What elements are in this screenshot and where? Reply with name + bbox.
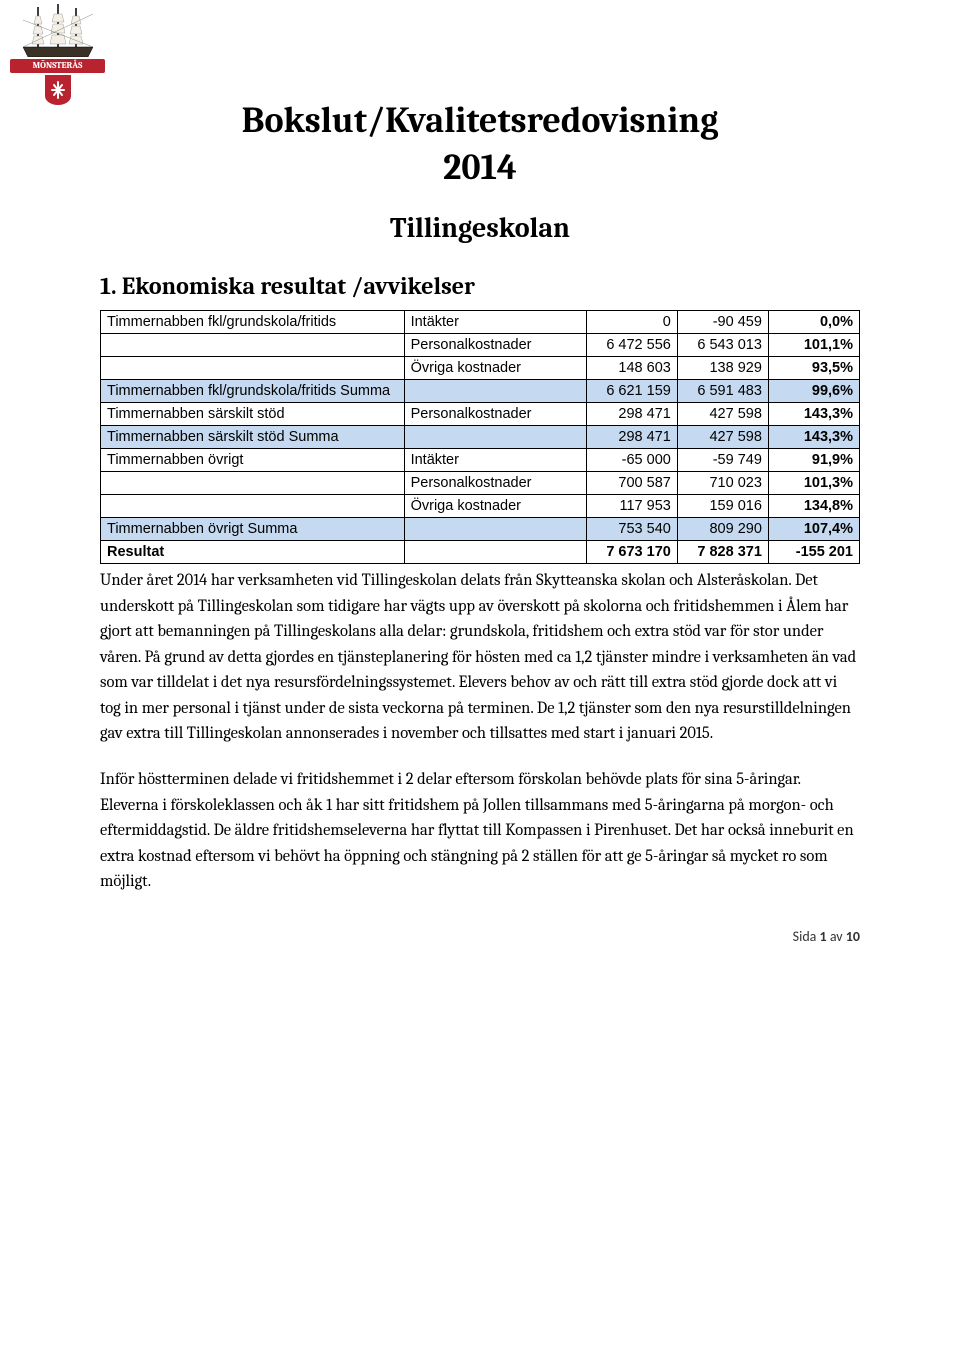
row-value-2: 6 543 013 [677, 334, 768, 357]
row-value-1: -65 000 [586, 449, 677, 472]
row-value-1: 6 621 159 [586, 380, 677, 403]
row-percent: 101,1% [768, 334, 859, 357]
row-value-1: 7 673 170 [586, 541, 677, 564]
paragraph-1: Under året 2014 har verksamheten vid Til… [100, 568, 860, 747]
row-category [404, 541, 586, 564]
row-label [101, 334, 405, 357]
doc-title: Bokslut/Kvalitetsredovisning [100, 100, 860, 141]
row-value-1: 700 587 [586, 472, 677, 495]
row-value-1: 0 [586, 311, 677, 334]
row-value-2: 138 929 [677, 357, 768, 380]
row-category [404, 380, 586, 403]
row-percent: 143,3% [768, 403, 859, 426]
logo-banner-text: MÖNSTERÅS [10, 59, 105, 73]
row-value-1: 117 953 [586, 495, 677, 518]
row-value-2: 159 016 [677, 495, 768, 518]
row-percent: 0,0% [768, 311, 859, 334]
row-label: Timmernabben övrigt [101, 449, 405, 472]
section-1-heading: 1. Ekonomiska resultat /avvikelser [100, 272, 860, 300]
row-category: Intäkter [404, 449, 586, 472]
row-percent: -155 201 [768, 541, 859, 564]
row-percent: 107,4% [768, 518, 859, 541]
logo: MÖNSTERÅS [10, 2, 105, 105]
table-row: Timmernabben särskilt stöd Summa 298 4714… [101, 426, 860, 449]
page-prefix: Sida [793, 928, 820, 945]
row-value-1: 6 472 556 [586, 334, 677, 357]
table-row: Övriga kostnader117 953159 016134,8% [101, 495, 860, 518]
row-value-2: -90 459 [677, 311, 768, 334]
row-label: Resultat [101, 541, 405, 564]
row-label: Timmernabben särskilt stöd [101, 403, 405, 426]
row-category [404, 518, 586, 541]
ship-icon [18, 2, 98, 57]
row-percent: 99,6% [768, 380, 859, 403]
row-label: Timmernabben särskilt stöd Summa [101, 426, 405, 449]
row-category: Övriga kostnader [404, 495, 586, 518]
row-percent: 91,9% [768, 449, 859, 472]
page-number: Sida 1 av 10 [793, 928, 860, 945]
row-percent: 93,5% [768, 357, 859, 380]
row-label: Timmernabben övrigt Summa [101, 518, 405, 541]
row-value-2: 7 828 371 [677, 541, 768, 564]
row-value-2: 710 023 [677, 472, 768, 495]
row-label: Timmernabben fkl/grundskola/fritids [101, 311, 405, 334]
page-total: 10 [846, 928, 860, 945]
paragraph-2: Inför höstterminen delade vi fritidshemm… [100, 767, 860, 895]
page-sep: av [827, 928, 846, 945]
row-category: Personalkostnader [404, 472, 586, 495]
row-value-2: -59 749 [677, 449, 768, 472]
row-label [101, 495, 405, 518]
row-value-1: 298 471 [586, 426, 677, 449]
page-current: 1 [820, 928, 827, 945]
row-category [404, 426, 586, 449]
doc-year: 2014 [100, 147, 860, 188]
table-row: Timmernabben särskilt stödPersonalkostna… [101, 403, 860, 426]
row-value-2: 427 598 [677, 426, 768, 449]
row-percent: 101,3% [768, 472, 859, 495]
row-percent: 143,3% [768, 426, 859, 449]
row-value-2: 809 290 [677, 518, 768, 541]
row-value-1: 753 540 [586, 518, 677, 541]
row-label: Timmernabben fkl/grundskola/fritids Summ… [101, 380, 405, 403]
financial-table: Timmernabben fkl/grundskola/fritidsIntäk… [100, 310, 860, 564]
table-row: Övriga kostnader148 603138 92993,5% [101, 357, 860, 380]
row-value-2: 6 591 483 [677, 380, 768, 403]
table-row: Timmernabben övrigtIntäkter-65 000-59 74… [101, 449, 860, 472]
table-row: Personalkostnader6 472 5566 543 013101,1… [101, 334, 860, 357]
table-row: Resultat 7 673 1707 828 371-155 201 [101, 541, 860, 564]
row-category: Övriga kostnader [404, 357, 586, 380]
row-category: Intäkter [404, 311, 586, 334]
row-value-1: 298 471 [586, 403, 677, 426]
row-category: Personalkostnader [404, 403, 586, 426]
doc-subtitle: Tillingeskolan [100, 212, 860, 244]
row-value-1: 148 603 [586, 357, 677, 380]
row-percent: 134,8% [768, 495, 859, 518]
table-row: Timmernabben fkl/grundskola/fritids Summ… [101, 380, 860, 403]
row-label [101, 357, 405, 380]
shield-icon [45, 75, 71, 105]
row-label [101, 472, 405, 495]
row-category: Personalkostnader [404, 334, 586, 357]
table-row: Timmernabben fkl/grundskola/fritidsIntäk… [101, 311, 860, 334]
row-value-2: 427 598 [677, 403, 768, 426]
table-row: Timmernabben övrigt Summa 753 540809 2901… [101, 518, 860, 541]
table-row: Personalkostnader700 587710 023101,3% [101, 472, 860, 495]
